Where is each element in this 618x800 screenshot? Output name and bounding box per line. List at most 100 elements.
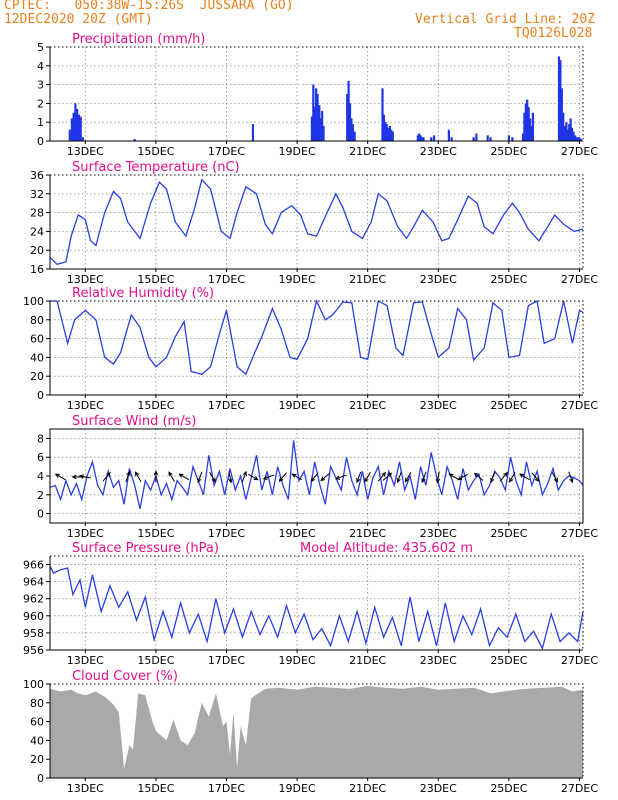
wind-arrow-head xyxy=(253,476,259,481)
y-tick-label: 2 xyxy=(37,97,44,110)
wind-arrow-head xyxy=(178,473,184,478)
wind-arrow-shaft xyxy=(125,471,131,483)
x-tick-label: 27DEC xyxy=(561,145,598,158)
wind-arrow-head xyxy=(106,471,111,477)
wind-arrow xyxy=(228,471,233,484)
precip-bar xyxy=(562,112,565,141)
wind-arrow-shaft xyxy=(364,471,371,482)
wind-arrow-head xyxy=(509,477,514,483)
wind-arrow-shaft xyxy=(292,473,303,481)
precip-bar xyxy=(559,60,562,141)
precip-bar xyxy=(318,105,321,141)
precip-bar xyxy=(565,122,568,141)
precip-bar xyxy=(579,139,582,141)
wind-arrow-head xyxy=(78,474,84,479)
wind-arrow-head xyxy=(553,477,559,483)
cloud-title: Cloud Cover (%) xyxy=(72,669,178,684)
y-tick-label: 16 xyxy=(30,263,44,276)
y-tick-label: 964 xyxy=(23,576,44,589)
precip-bar xyxy=(420,137,424,141)
station-header: CPTEC: 050:38W-15:26S JUSSARA (GO) xyxy=(4,0,294,13)
y-tick-label: 4 xyxy=(37,470,44,483)
precip-bar xyxy=(79,116,82,141)
wind-arrow-head xyxy=(356,478,361,484)
wind-arrow-shaft xyxy=(356,471,362,483)
wind-arrow-head xyxy=(421,478,426,484)
wind-arrow xyxy=(168,471,175,482)
wind-arrow-head xyxy=(381,471,387,477)
precip-bar xyxy=(385,124,388,141)
wind-arrow xyxy=(490,471,496,484)
precip-title: Precipitation (mm/h) xyxy=(72,32,205,47)
x-tick-label: 27DEC xyxy=(561,527,598,540)
y-tick-label: 0 xyxy=(37,135,44,148)
x-tick-label: 13DEC xyxy=(67,145,104,158)
wind-arrow xyxy=(509,471,516,483)
y-tick-label: 20 xyxy=(30,370,44,383)
precip-bar xyxy=(475,133,478,141)
precip-bar xyxy=(310,116,314,141)
wind-arrow-head xyxy=(310,477,316,483)
wind-arrow xyxy=(54,473,66,481)
y-tick-label: 100 xyxy=(23,295,44,308)
x-tick-label: 23DEC xyxy=(420,527,457,540)
wind-arrow-shaft xyxy=(377,472,386,482)
x-tick-label: 23DEC xyxy=(420,399,457,412)
x-tick-label: 17DEC xyxy=(208,399,245,412)
wind-arrow-shaft xyxy=(397,471,402,483)
y-tick-label: 60 xyxy=(30,716,44,729)
wind-title: Surface Wind (m/s) xyxy=(72,414,196,429)
x-tick-label: 27DEC xyxy=(561,654,598,667)
run-datetime: 12DEC2020 20Z (GMT) xyxy=(4,12,153,27)
precip-bar xyxy=(450,137,453,141)
precip-bar xyxy=(350,118,353,141)
precip-bar xyxy=(447,129,450,141)
y-tick-label: 6 xyxy=(37,451,44,464)
wind-arrow xyxy=(377,471,387,482)
y-tick-label: 0 xyxy=(37,772,44,785)
precip-bar xyxy=(523,112,526,141)
wind-arrow xyxy=(396,471,402,484)
wind-arrow-head xyxy=(242,470,247,476)
wind-arrow-head xyxy=(534,477,540,483)
wind-arrow-head xyxy=(334,475,341,480)
precip-bar xyxy=(315,88,318,141)
wind-arrow-head xyxy=(473,472,479,478)
wind-arrow-head xyxy=(396,478,401,484)
wind-arrow-shaft xyxy=(519,473,530,481)
x-tick-label: 13DEC xyxy=(67,273,104,286)
precip-bar xyxy=(528,118,532,141)
x-tick-label: 23DEC xyxy=(420,654,457,667)
y-tick-label: 20 xyxy=(30,753,44,766)
wind-arrow-head xyxy=(168,471,173,477)
wind-arrow xyxy=(473,472,484,481)
wind-arrow-head xyxy=(262,475,268,480)
wind-arrow-shaft xyxy=(168,471,175,482)
precip-bar xyxy=(526,99,529,141)
precip-bar xyxy=(574,135,577,141)
precip-bar xyxy=(351,124,354,141)
wind-arrow xyxy=(320,473,330,482)
wind-arrow xyxy=(568,471,574,484)
rh-panel: Relative Humidity (%) 0 20 40 60 80 100 13DEC 15… xyxy=(23,286,598,412)
wind-arrow-shaft xyxy=(135,471,142,482)
press-panel: Surface Pressure (hPa) Model Altitude: 43… xyxy=(23,541,598,667)
x-tick-label: 21DEC xyxy=(349,654,386,667)
precip-bar xyxy=(312,84,315,141)
wind-arrow xyxy=(499,471,508,482)
wind-arrow-head xyxy=(490,478,495,484)
precip-bar xyxy=(569,118,572,141)
y-tick-label: 20 xyxy=(30,244,44,257)
x-tick-label: 15DEC xyxy=(137,527,174,540)
x-tick-label: 17DEC xyxy=(208,527,245,540)
wind-arrow-head xyxy=(54,473,60,478)
precip-bar xyxy=(133,139,136,141)
wind-arrow xyxy=(153,470,159,483)
wind-arrow-head xyxy=(503,471,508,477)
x-tick-label: 25DEC xyxy=(490,782,527,795)
x-tick-label: 21DEC xyxy=(349,273,386,286)
wind-arrow-shaft xyxy=(568,471,573,483)
wind-arrow-shaft xyxy=(382,473,392,481)
y-tick-label: 36 xyxy=(30,169,44,182)
